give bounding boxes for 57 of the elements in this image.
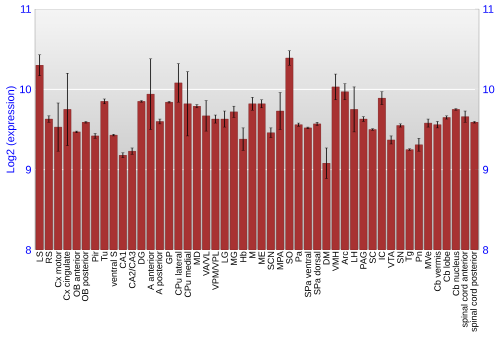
x-tick-label: SCN: [268, 252, 274, 270]
x-tick-label: spinal cord anterior: [460, 251, 470, 328]
x-tick-label: Cb nucleus: [452, 252, 460, 296]
x-tick-label: Pn: [416, 252, 422, 262]
x-tick-label: VMH: [332, 252, 339, 272]
x-tick-label: LH: [351, 252, 358, 262]
y-tick-label: 9: [26, 166, 31, 174]
x-tick-label: spinal cord posterior: [470, 251, 479, 332]
x-tick-label: LS: [36, 252, 43, 262]
x-tick-label: VPM/VPL: [212, 251, 219, 290]
x-tick-label: Cb vermis: [434, 252, 441, 292]
y2-tick-label: 11: [483, 5, 494, 13]
y-tick-label: 8: [26, 246, 31, 254]
x-tick-label: A posterior: [156, 251, 164, 295]
x-tick-label: SC: [369, 252, 376, 264]
x-tick-label: CA2/CA3: [128, 252, 136, 288]
x-tick-label: SPa ventral: [304, 252, 312, 298]
x-tick-label: DM: [323, 252, 330, 264]
x-tick-label: PAG: [360, 252, 367, 269]
x-tick-label: LG: [221, 252, 228, 262]
y2-tick-label: 10: [483, 85, 494, 94]
x-tick-label: CA1: [120, 252, 126, 268]
x-tick-label: CPu lateral: [175, 252, 182, 296]
x-tick-label: SN: [397, 252, 404, 264]
x-tick-label: OB anterior: [73, 251, 80, 297]
x-tick-label: Pir: [92, 251, 98, 262]
x-tick-label: M: [249, 252, 256, 258]
x-tick-label: Pa: [295, 251, 302, 262]
y-tick-label: 10: [20, 85, 32, 94]
x-tick-label: MPA: [277, 251, 284, 270]
x-tick-label: A anterior: [147, 251, 154, 290]
x-tick-label: ME: [258, 252, 265, 264]
x-tick-label: MD: [194, 252, 200, 264]
x-tick-label: ventral S: [110, 252, 117, 287]
y-axis-title: Log2 (expression): [6, 86, 16, 172]
y2-tick-label: 8: [482, 246, 488, 254]
x-tick-label: VTA: [388, 251, 394, 268]
x-tick-label: Tu: [101, 252, 108, 262]
x-tick-label: CPu medial: [184, 252, 191, 298]
x-tick-label: SPa dorsal: [314, 252, 320, 295]
x-tick-label: MVe: [425, 252, 432, 268]
x-tick-label: GP: [166, 252, 172, 264]
x-tick-label: SO: [286, 252, 293, 264]
x-tick-label: Cb lobe: [443, 252, 450, 282]
x-tick-label: Cx cingulate: [63, 252, 72, 300]
y2-tick-label: 9: [483, 166, 488, 174]
x-tick-label: DG: [138, 252, 145, 264]
x-tick-label: OB posterior: [82, 251, 90, 302]
x-tick-label: IC: [378, 252, 386, 260]
x-tick-label: Hb: [240, 252, 246, 262]
x-tick-label: VA/VL: [202, 251, 210, 276]
x-tick-label: Tg: [406, 252, 414, 262]
x-tick-label: RS: [46, 252, 52, 263]
y-tick-label: 11: [20, 5, 31, 13]
x-tick-label: Cx motor: [54, 251, 62, 288]
x-tick-label: MG: [230, 252, 238, 265]
x-tick-label: Arc: [342, 251, 348, 265]
